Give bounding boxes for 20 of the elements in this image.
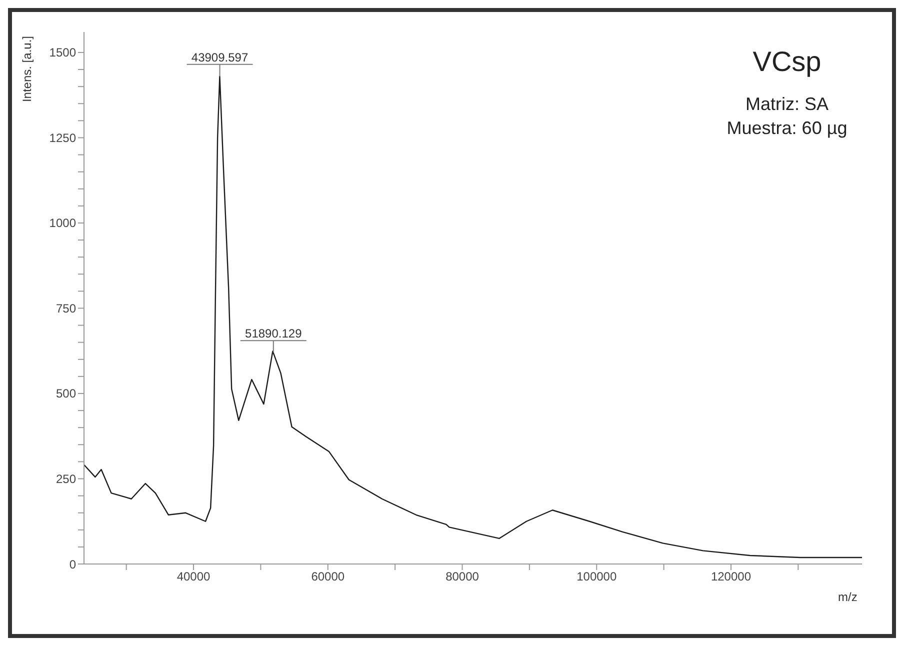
- annotation: Matriz: SA: [744, 93, 830, 116]
- y-tick-label: 500: [56, 386, 76, 401]
- annotation: 43909.597: [191, 50, 248, 64]
- x-tick-label: 120000: [710, 570, 752, 584]
- x-tick-label: 60000: [311, 570, 345, 584]
- line-series: [84, 76, 862, 558]
- y-tick-label: 750: [56, 301, 76, 316]
- x-tick-label: 80000: [446, 570, 480, 584]
- annotation: 51890.129: [245, 326, 302, 341]
- y-tick-label: 0: [69, 557, 76, 572]
- x-tick-label: 40000: [176, 570, 211, 584]
- annotation: Muestra: 60 µg: [726, 117, 848, 140]
- x-axis-title: m/z: [838, 590, 858, 604]
- text: VCsp: [752, 46, 822, 78]
- y-tick-label: 250: [56, 472, 76, 486]
- y-axis-title: Intens. [a.u.]: [20, 36, 34, 102]
- y-tick-label: 1500: [49, 46, 76, 60]
- y-tick-label: 1250: [49, 130, 76, 145]
- y-tick-label: 1000: [49, 216, 76, 230]
- x-tick-label: 100000: [576, 570, 617, 584]
